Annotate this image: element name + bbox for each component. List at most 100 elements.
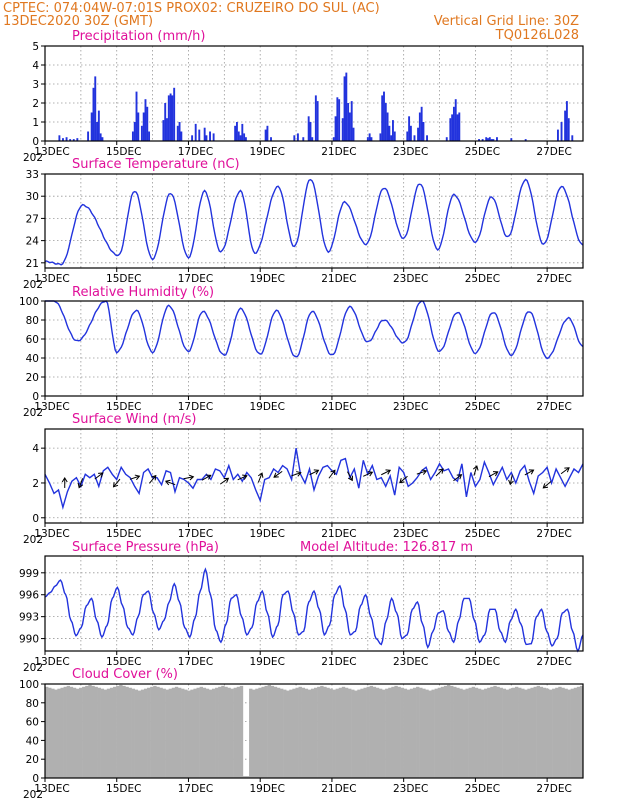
cloud-bar: [477, 688, 482, 778]
panel-wind: 0 2 4 13DEC 15DEC 17DEC 19DEC 21DEC 23DEC 25DEC 27…: [23, 428, 584, 546]
cloud-bar: [79, 687, 83, 778]
cloud-bar: [60, 687, 64, 778]
wind-arrow-head: [438, 468, 444, 474]
cloud-bar: [357, 689, 361, 778]
precip-bar: [451, 114, 454, 141]
precip-bar: [94, 76, 97, 141]
y-tick-label: 999: [19, 568, 39, 580]
cloud-bar: [116, 685, 120, 778]
header-vertical-grid: Vertical Grid Line: 30Z: [434, 14, 579, 29]
header-station: CPTEC: 074:04W-07:01S PROX02: CRUZEIRO D…: [3, 1, 380, 16]
cloud-bar: [276, 687, 281, 778]
cloud-bar: [564, 688, 568, 778]
cloud-bar: [446, 684, 451, 778]
cloud-bar: [168, 688, 173, 778]
precip-bar: [347, 103, 350, 141]
y-tick-label: 4: [32, 443, 39, 455]
x-tick-label: 19DEC: [249, 146, 284, 158]
cloud-bar: [558, 686, 562, 778]
cloud-bar: [289, 689, 293, 778]
cloud-bar: [199, 686, 203, 778]
wind-arrow: [560, 467, 570, 475]
cloud-cover-title: Cloud Cover (%): [72, 667, 178, 682]
y-tick-label: 20: [26, 754, 39, 766]
cloud-bar: [533, 686, 537, 778]
year-label: 202: [23, 279, 43, 291]
y-tick-label: 30: [26, 191, 39, 203]
precip-bar: [58, 135, 61, 141]
cloud-bar: [258, 687, 262, 778]
cloud-bar: [499, 687, 503, 778]
precip-bar: [350, 101, 353, 141]
precip-bar: [368, 133, 371, 141]
precip-bar: [422, 122, 425, 141]
x-tick-label: 25DEC: [465, 273, 500, 285]
wind-arrow: [164, 479, 176, 486]
y-tick-label: 40: [26, 353, 39, 365]
x-tick-label: 13DEC: [34, 783, 69, 795]
precip-bar: [381, 95, 384, 141]
cloud-bar: [335, 688, 340, 778]
precip-bar: [62, 138, 64, 141]
cloud-bar: [196, 687, 200, 778]
wind-arrow-shaft: [509, 474, 513, 485]
precip-bar: [243, 133, 246, 141]
wind-arrow-shaft: [237, 475, 248, 481]
cloud-bar: [193, 688, 197, 778]
precip-bar: [370, 137, 373, 141]
humidity-line: [45, 300, 584, 360]
cloud-bar: [51, 688, 55, 778]
x-tick-label: 27DEC: [536, 783, 571, 795]
wind-arrow-shaft: [129, 475, 140, 480]
cloud-bar: [270, 685, 275, 778]
cloud-bar: [431, 689, 435, 778]
wind-arrow: [363, 471, 374, 477]
wind-arrow-head: [223, 477, 230, 483]
y-tick-label: 24: [26, 236, 40, 248]
cloud-bar: [249, 688, 253, 778]
y-tick-label: 1: [32, 117, 39, 129]
precip-bar: [524, 139, 527, 141]
precip-bar: [445, 137, 448, 141]
cloud-bar: [409, 688, 414, 778]
wind-arrow-head: [508, 479, 514, 486]
x-tick-label: 13DEC: [34, 656, 69, 668]
cloud-bar: [570, 688, 575, 778]
wind-arrow-shaft: [542, 481, 552, 489]
precip-bar: [338, 99, 341, 141]
x-tick-label: 17DEC: [178, 528, 213, 540]
cloud-bar: [419, 687, 423, 778]
cloud-bar: [150, 686, 154, 778]
wind-arrow-head: [61, 477, 68, 483]
precip-bar: [481, 139, 484, 141]
y-tick-label: 80: [26, 698, 39, 710]
precip-bar: [390, 135, 393, 141]
wind-arrow: [61, 477, 68, 488]
wind-arrow-head: [296, 471, 302, 477]
wind-arrow-head: [77, 482, 84, 489]
wind-arrow: [219, 477, 230, 485]
x-tick-label: 25DEC: [465, 146, 500, 158]
y-tick-label: 996: [19, 590, 39, 602]
y-tick-label: 2: [32, 98, 39, 110]
cloud-bar: [332, 689, 336, 778]
cloud-bar: [326, 687, 330, 778]
wind-arrow-head: [206, 474, 212, 480]
precip-bar: [458, 112, 461, 141]
cloud-bar: [224, 686, 228, 778]
precip-bar: [452, 106, 455, 141]
wind-arrow-head: [472, 465, 479, 471]
wind-arrow: [328, 469, 336, 479]
year-label: 202: [23, 152, 43, 164]
cloud-bar: [208, 689, 213, 778]
precip-bar: [386, 112, 389, 141]
cloud-bar: [542, 687, 547, 778]
cloud-bar: [527, 688, 531, 778]
y-tick-label: 4: [32, 60, 39, 72]
wind-arrow-shaft: [219, 477, 229, 485]
precip-bar: [383, 91, 385, 141]
precip-bar: [244, 137, 247, 141]
precip-bar: [241, 123, 244, 141]
cloud-bar: [301, 687, 306, 778]
cloud-bar: [348, 688, 352, 778]
